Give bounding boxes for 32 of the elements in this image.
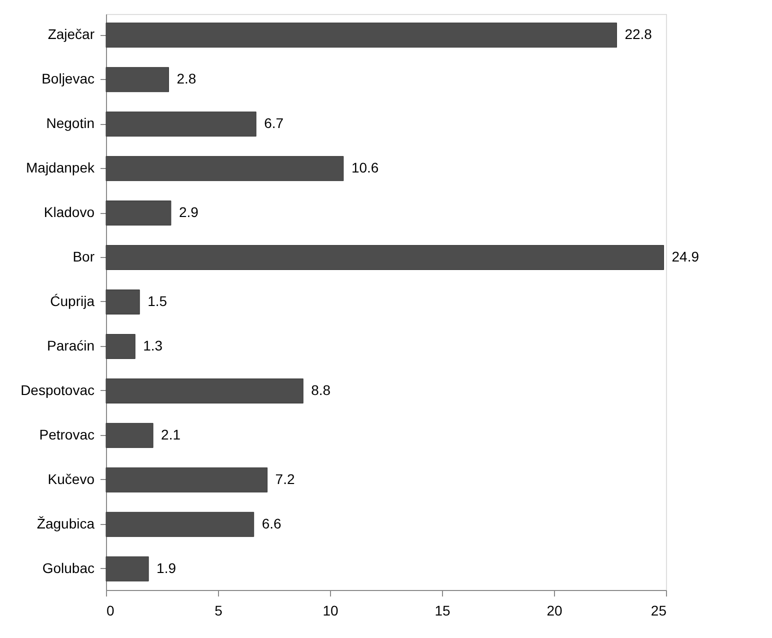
- y-tick-label: Zaječar: [48, 26, 95, 42]
- y-tick-label: Majdanpek: [26, 160, 96, 176]
- data-label: 2.1: [161, 426, 181, 442]
- y-tick-label: Boljevac: [42, 70, 94, 87]
- data-label: 24.9: [672, 248, 700, 265]
- y-tick-label: Bor: [72, 248, 95, 265]
- y-tick-label: Kučevo: [48, 470, 95, 487]
- x-tick-label: 25: [650, 602, 667, 618]
- data-label: 1.5: [148, 293, 168, 309]
- y-tick-label: Golubac: [42, 560, 94, 576]
- data-label: 7.2: [275, 470, 295, 487]
- y-tick-label: Petrovac: [39, 426, 94, 442]
- x-tick-label: 15: [434, 602, 450, 618]
- x-tick-label: 0: [106, 602, 114, 618]
- y-tick-label: Negotin: [46, 115, 94, 132]
- y-tick-label: Žagubica: [36, 515, 95, 532]
- y-tick-label: Ćuprija: [50, 293, 95, 309]
- data-label: 1.3: [143, 337, 163, 354]
- x-tick-label: 10: [322, 602, 338, 618]
- data-label: 2.8: [176, 70, 196, 87]
- data-label: 6.6: [262, 515, 282, 532]
- data-label: 1.9: [156, 560, 176, 576]
- data-label: 2.9: [178, 204, 199, 220]
- data-label: 22.8: [624, 26, 652, 42]
- data-label: 8.8: [311, 382, 331, 398]
- data-label: 6.7: [264, 115, 284, 132]
- data-label: 10.6: [351, 160, 379, 176]
- y-tick-label: Kladovo: [44, 204, 95, 220]
- y-tick-label: Despotovac: [20, 382, 94, 398]
- y-tick-label: Paraćin: [47, 337, 94, 354]
- x-tick-label: 5: [214, 602, 223, 618]
- x-tick-label: 20: [546, 602, 562, 618]
